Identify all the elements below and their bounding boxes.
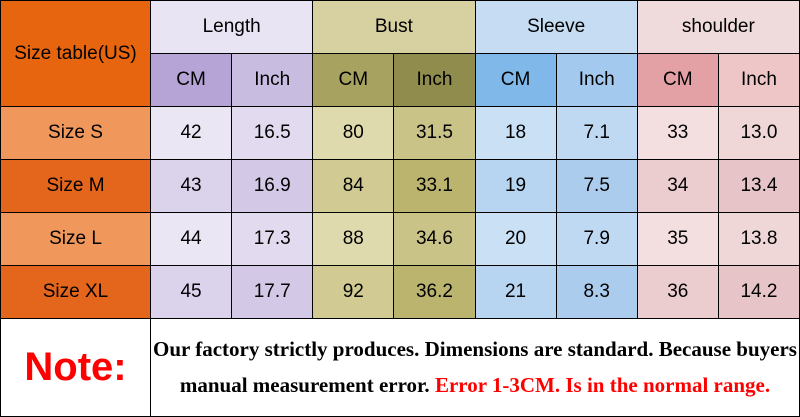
note-line-2-black: manual measurement error. — [179, 372, 430, 397]
data-cell: 13.4 — [717, 159, 800, 213]
data-cell: 20 — [474, 212, 557, 266]
column-group-bust: Bust — [312, 0, 476, 54]
note-line-2-red: Error 1-3CM. Is in the normal range. — [434, 372, 771, 397]
data-cell: 13.0 — [717, 106, 800, 160]
data-cell: 17.7 — [231, 265, 314, 319]
table-row: Size S 42 16.5 80 31.5 18 7.1 33 13.0 — [0, 106, 800, 160]
data-cell: 43 — [149, 159, 233, 213]
table-title: Size table(US) — [0, 0, 151, 107]
note-text: Our factory strictly produces. Dimension… — [150, 318, 800, 417]
data-cell: 80 — [312, 106, 395, 160]
data-cell: 14.2 — [717, 265, 800, 319]
data-cell: 13.8 — [717, 212, 800, 266]
data-cell: 36 — [636, 265, 719, 319]
unit-header-length-cm: CM — [149, 53, 233, 107]
note-label: Note: — [0, 318, 151, 417]
column-group-shoulder: shoulder — [636, 0, 800, 54]
data-cell: 34 — [636, 159, 719, 213]
data-cell: 42 — [149, 106, 233, 160]
data-cell: 16.9 — [231, 159, 314, 213]
data-cell: 34.6 — [393, 212, 476, 266]
data-cell: 33 — [636, 106, 719, 160]
data-cell: 7.9 — [555, 212, 638, 266]
data-cell: 18 — [474, 106, 557, 160]
column-group-length: Length — [149, 0, 314, 54]
row-label-size-l: Size L — [0, 212, 151, 266]
data-cell: 7.5 — [555, 159, 638, 213]
data-cell: 35 — [636, 212, 719, 266]
table-row: Size M 43 16.9 84 33.1 19 7.5 34 13.4 — [0, 159, 800, 213]
data-cell: 17.3 — [231, 212, 314, 266]
data-cell: 7.1 — [555, 106, 638, 160]
data-cell: 36.2 — [393, 265, 476, 319]
unit-header-shoulder-inch: Inch — [717, 53, 800, 107]
data-cell: 88 — [312, 212, 395, 266]
unit-header-bust-cm: CM — [312, 53, 395, 107]
unit-header-length-inch: Inch — [231, 53, 314, 107]
unit-header-sleeve-inch: Inch — [555, 53, 638, 107]
data-cell: 33.1 — [393, 159, 476, 213]
data-cell: 8.3 — [555, 265, 638, 319]
column-group-sleeve: Sleeve — [474, 0, 638, 54]
unit-header-shoulder-cm: CM — [636, 53, 719, 107]
data-cell: 44 — [149, 212, 233, 266]
note-line-2: manual measurement error. Error 1-3CM. I… — [152, 368, 799, 404]
row-label-size-s: Size S — [0, 106, 151, 160]
unit-header-bust-inch: Inch — [393, 53, 476, 107]
table-row: Size XL 45 17.7 92 36.2 21 8.3 36 14.2 — [0, 265, 800, 319]
note-row: Note: Our factory strictly produces. Dim… — [0, 318, 800, 417]
row-label-size-m: Size M — [0, 159, 151, 213]
data-cell: 31.5 — [393, 106, 476, 160]
note-line-1: Our factory strictly produces. Dimension… — [153, 336, 797, 361]
data-cell: 19 — [474, 159, 557, 213]
row-label-size-xl: Size XL — [0, 265, 151, 319]
data-cell: 84 — [312, 159, 395, 213]
unit-header-sleeve-cm: CM — [474, 53, 557, 107]
data-cell: 45 — [149, 265, 233, 319]
table-row: Size L 44 17.3 88 34.6 20 7.9 35 13.8 — [0, 212, 800, 266]
data-cell: 16.5 — [231, 106, 314, 160]
data-cell: 92 — [312, 265, 395, 319]
data-cell: 21 — [474, 265, 557, 319]
